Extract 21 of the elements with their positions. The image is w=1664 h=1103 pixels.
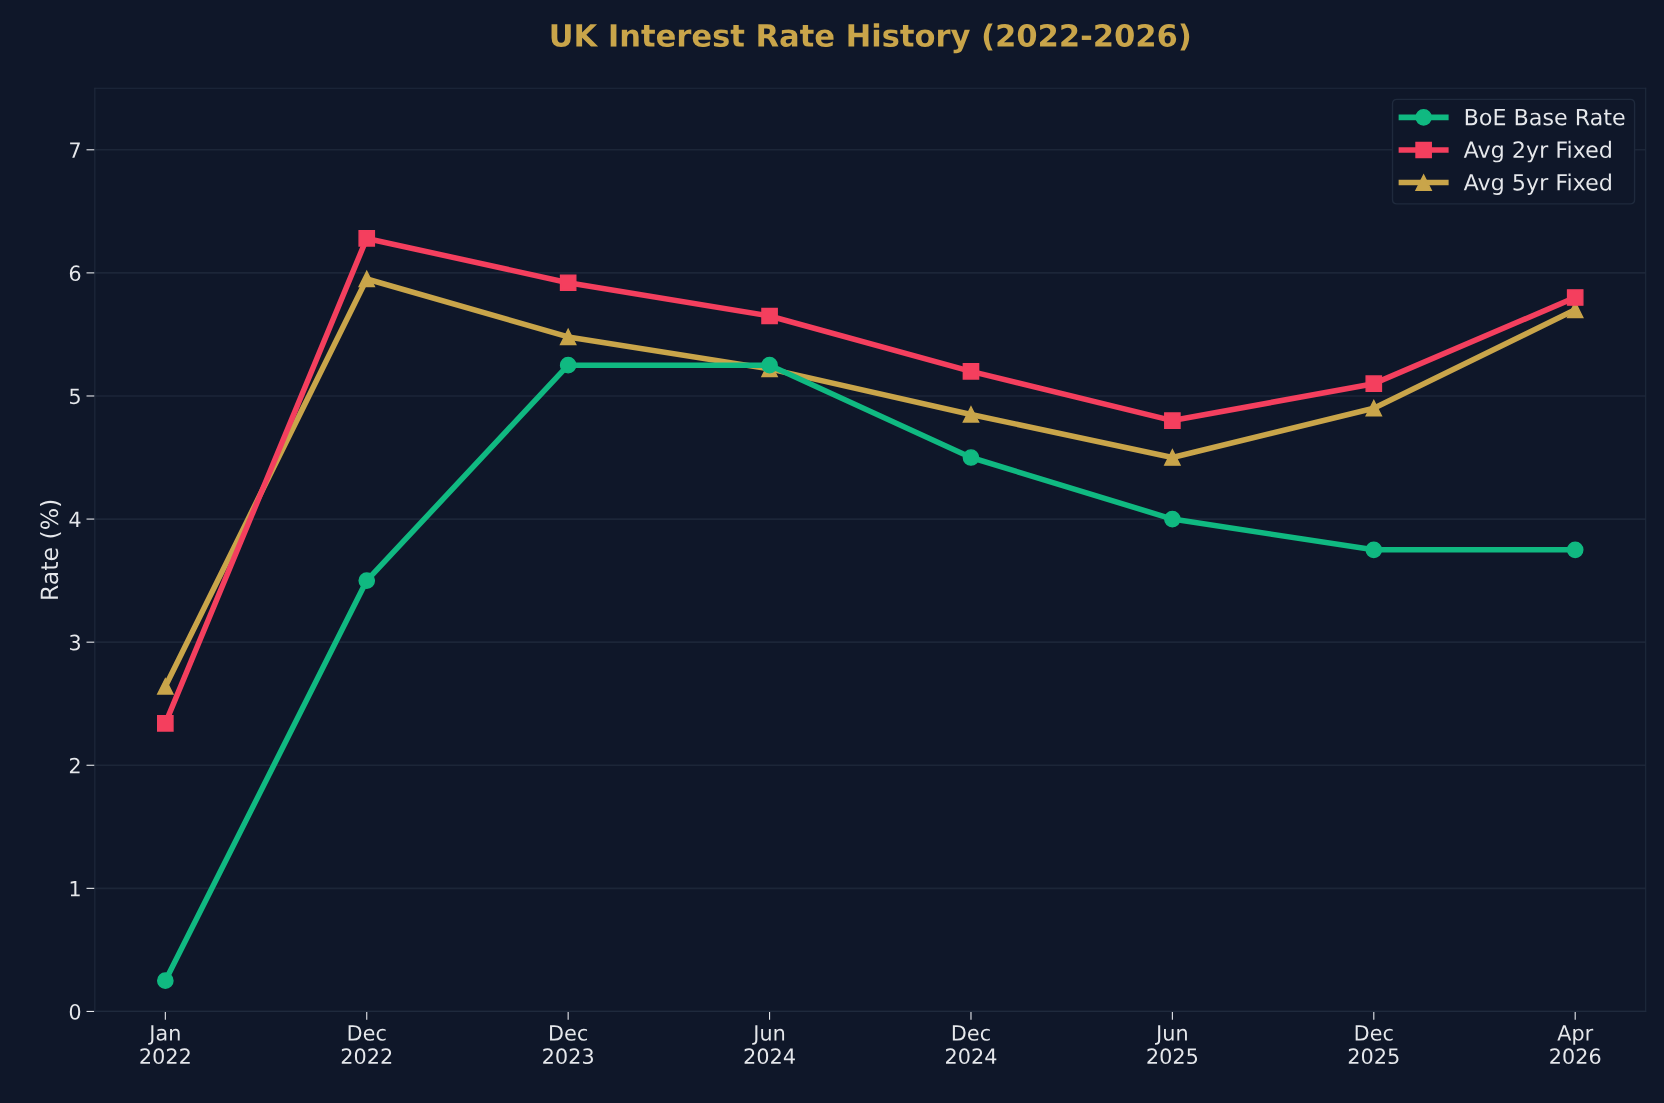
legend-label: BoE Base Rate: [1465, 108, 1625, 126]
x-tick-label: Dec 2025: [1348, 1025, 1399, 1065]
x-tick-label: Dec 2023: [543, 1025, 593, 1065]
y-tick-label: 3: [69, 634, 80, 651]
y-tick-label: 2: [69, 757, 80, 774]
legend-label: Avg 5yr Fixed: [1463, 173, 1611, 195]
x-tick-label: Apr 2026: [1550, 1025, 1601, 1065]
y-tick-label: 4: [69, 511, 81, 527]
y-axis-title: Rate (%): [40, 500, 62, 599]
x-tick-label: Jun 2025: [1147, 1025, 1198, 1065]
legend-label: Avg 2yr Fixed: [1463, 140, 1611, 163]
x-tick-label: Jan 2022: [140, 1025, 190, 1065]
chart-title: UK Interest Rate History (2022-2026): [551, 23, 1190, 54]
y-tick-label: 0: [69, 1003, 81, 1020]
x-tick-label: Dec 2022: [341, 1025, 392, 1065]
x-tick-label: Dec 2024: [945, 1025, 997, 1065]
y-tick-label: 7: [70, 142, 80, 158]
y-tick-label: 6: [69, 265, 81, 282]
x-tick-label: Jun 2024: [744, 1025, 795, 1065]
y-tick-label: 5: [70, 388, 80, 405]
y-tick-label: 1: [70, 881, 80, 897]
